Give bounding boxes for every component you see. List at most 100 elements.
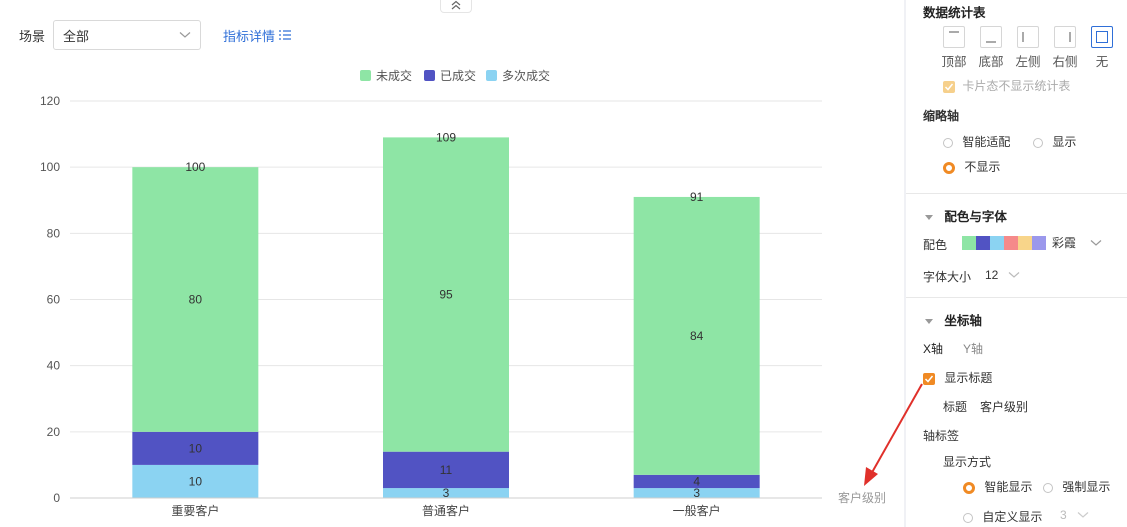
tab-y-axis[interactable]: Y轴 <box>963 342 984 356</box>
legend-swatch <box>360 70 371 81</box>
bar-segment <box>132 167 259 432</box>
palette-select[interactable]: 彩霞 <box>962 234 1102 251</box>
bar-total-label: 100 <box>185 160 205 174</box>
show-title-option[interactable]: 显示标题 <box>923 369 992 386</box>
thumb-option-show[interactable]: 显示 <box>1033 133 1076 150</box>
thumb-smart-radio[interactable] <box>943 137 953 148</box>
display-force-option[interactable]: 强制显示 <box>1043 478 1110 495</box>
bar-value-label: 10 <box>189 441 203 455</box>
y-tick-label: 60 <box>47 293 61 307</box>
palette-swatch <box>1004 235 1018 250</box>
legend-swatch <box>424 70 435 81</box>
bar-value-label: 3 <box>693 486 700 500</box>
bar-total-label: 91 <box>690 190 704 204</box>
bar-value-label: 10 <box>189 474 203 488</box>
bar-value-label: 11 <box>440 463 453 477</box>
bar-segment <box>633 474 760 489</box>
check-icon <box>924 375 934 383</box>
x-axis-title: 客户级别 <box>838 490 886 505</box>
y-tick-label: 100 <box>40 160 60 174</box>
bar-segment <box>132 431 259 465</box>
position-left[interactable]: 左侧 <box>1012 26 1044 70</box>
x-tick-label: 一般客户 <box>673 503 721 518</box>
y-tick-label: 80 <box>47 226 61 240</box>
display-force-radio[interactable] <box>1043 482 1053 493</box>
bar-value-label: 95 <box>439 288 453 302</box>
display-custom-radio[interactable] <box>963 512 973 523</box>
palette-swatch <box>990 235 1004 250</box>
indicator-detail-link[interactable]: 指标详情 <box>223 26 292 45</box>
position-bottom-label: 底部 <box>978 55 1004 69</box>
thumb-hide-label: 不显示 <box>964 160 1001 174</box>
tab-x-axis[interactable]: X轴 <box>923 342 944 356</box>
caret-down-icon <box>925 318 933 324</box>
bar-segment <box>132 464 259 498</box>
color-label: 配色 <box>923 238 948 252</box>
stats-position-options: 顶部 底部 左侧 右侧 无 <box>938 26 1118 70</box>
y-tick-label: 0 <box>53 491 60 505</box>
x-tick-label: 重要客户 <box>171 503 219 518</box>
title-field-value[interactable]: 客户级别 <box>980 400 1029 414</box>
collapse-toggle[interactable] <box>440 0 472 13</box>
axis-section-header[interactable]: 坐标轴 <box>925 310 982 329</box>
position-right[interactable]: 右侧 <box>1049 26 1081 70</box>
thumb-option-hide[interactable]: 不显示 <box>943 158 1000 175</box>
section-divider <box>906 297 1127 298</box>
display-custom-label: 自定义显示 <box>982 510 1043 524</box>
bar-segment <box>383 488 509 498</box>
show-title-label: 显示标题 <box>944 371 993 385</box>
chevron-down-icon <box>179 32 191 38</box>
display-smart-label: 智能显示 <box>984 480 1033 494</box>
position-right-label: 右侧 <box>1052 55 1078 69</box>
thumb-hide-radio[interactable] <box>943 161 955 174</box>
legend-swatch <box>486 70 497 81</box>
palette-swatch <box>976 235 990 250</box>
bar-segment <box>383 451 509 489</box>
settings-panel <box>906 0 1127 527</box>
palette-swatch <box>1018 235 1032 250</box>
chevron-down-icon <box>1008 272 1020 278</box>
scene-label: 场景 <box>19 28 46 44</box>
thumb-show-label: 显示 <box>1052 135 1077 149</box>
display-smart-option[interactable]: 智能显示 <box>963 478 1032 495</box>
thumb-option-smart[interactable]: 智能适配 <box>943 133 1010 150</box>
y-tick-label: 20 <box>47 425 61 439</box>
display-mode-label: 显示方式 <box>943 455 992 469</box>
y-tick-label: 40 <box>47 359 61 373</box>
position-top[interactable]: 顶部 <box>938 26 970 70</box>
card-option-label: 卡片态不显示统计表 <box>962 79 1071 93</box>
font-size-select[interactable]: 12 <box>985 268 1020 282</box>
palette-swatch <box>962 235 976 250</box>
color-font-title: 配色与字体 <box>944 210 1007 224</box>
check-icon <box>944 83 954 91</box>
show-title-checkbox[interactable] <box>923 372 935 385</box>
card-option-checkbox[interactable] <box>943 80 955 93</box>
color-font-section-header[interactable]: 配色与字体 <box>925 206 1007 225</box>
chevron-down-icon <box>1090 239 1102 246</box>
display-custom-option[interactable]: 自定义显示 <box>963 508 1042 525</box>
position-left-icon <box>1017 26 1039 48</box>
chevron-up-double-icon <box>451 0 461 10</box>
y-tick-label: 120 <box>40 94 60 108</box>
bar-value-label: 80 <box>189 293 203 307</box>
filter-row: 场景 全部 指标详情 <box>19 19 292 51</box>
scene-select[interactable]: 全部 <box>53 20 202 50</box>
legend-label: 多次成交 <box>502 68 550 83</box>
bar-value-label: 4 <box>693 474 700 488</box>
font-size-value: 12 <box>985 268 999 282</box>
chart-canvas: 场景 全部 指标详情 0 20 40 60 80 100 120 未成交 已成交 多次成交 10 10… <box>0 0 904 527</box>
bar-segment <box>383 137 509 452</box>
card-option-row[interactable]: 卡片态不显示统计表 <box>943 77 1070 94</box>
thumb-show-radio[interactable] <box>1033 137 1043 148</box>
stacked-bar-chart: 0 20 40 60 80 100 120 未成交 已成交 多次成交 10 10 80 100 重要客户 3 1… <box>40 68 886 518</box>
palette-swatch <box>1032 235 1046 250</box>
position-bottom[interactable]: 底部 <box>975 26 1007 70</box>
position-none[interactable]: 无 <box>1086 26 1118 70</box>
bar-total-label: 109 <box>436 130 456 144</box>
display-smart-radio[interactable] <box>963 481 975 494</box>
custom-interval-value: 3 <box>1060 508 1067 522</box>
custom-interval-select[interactable]: 3 <box>1060 508 1089 522</box>
position-left-label: 左侧 <box>1015 55 1041 69</box>
list-icon <box>279 30 292 40</box>
title-field-label: 标题 <box>943 400 968 414</box>
